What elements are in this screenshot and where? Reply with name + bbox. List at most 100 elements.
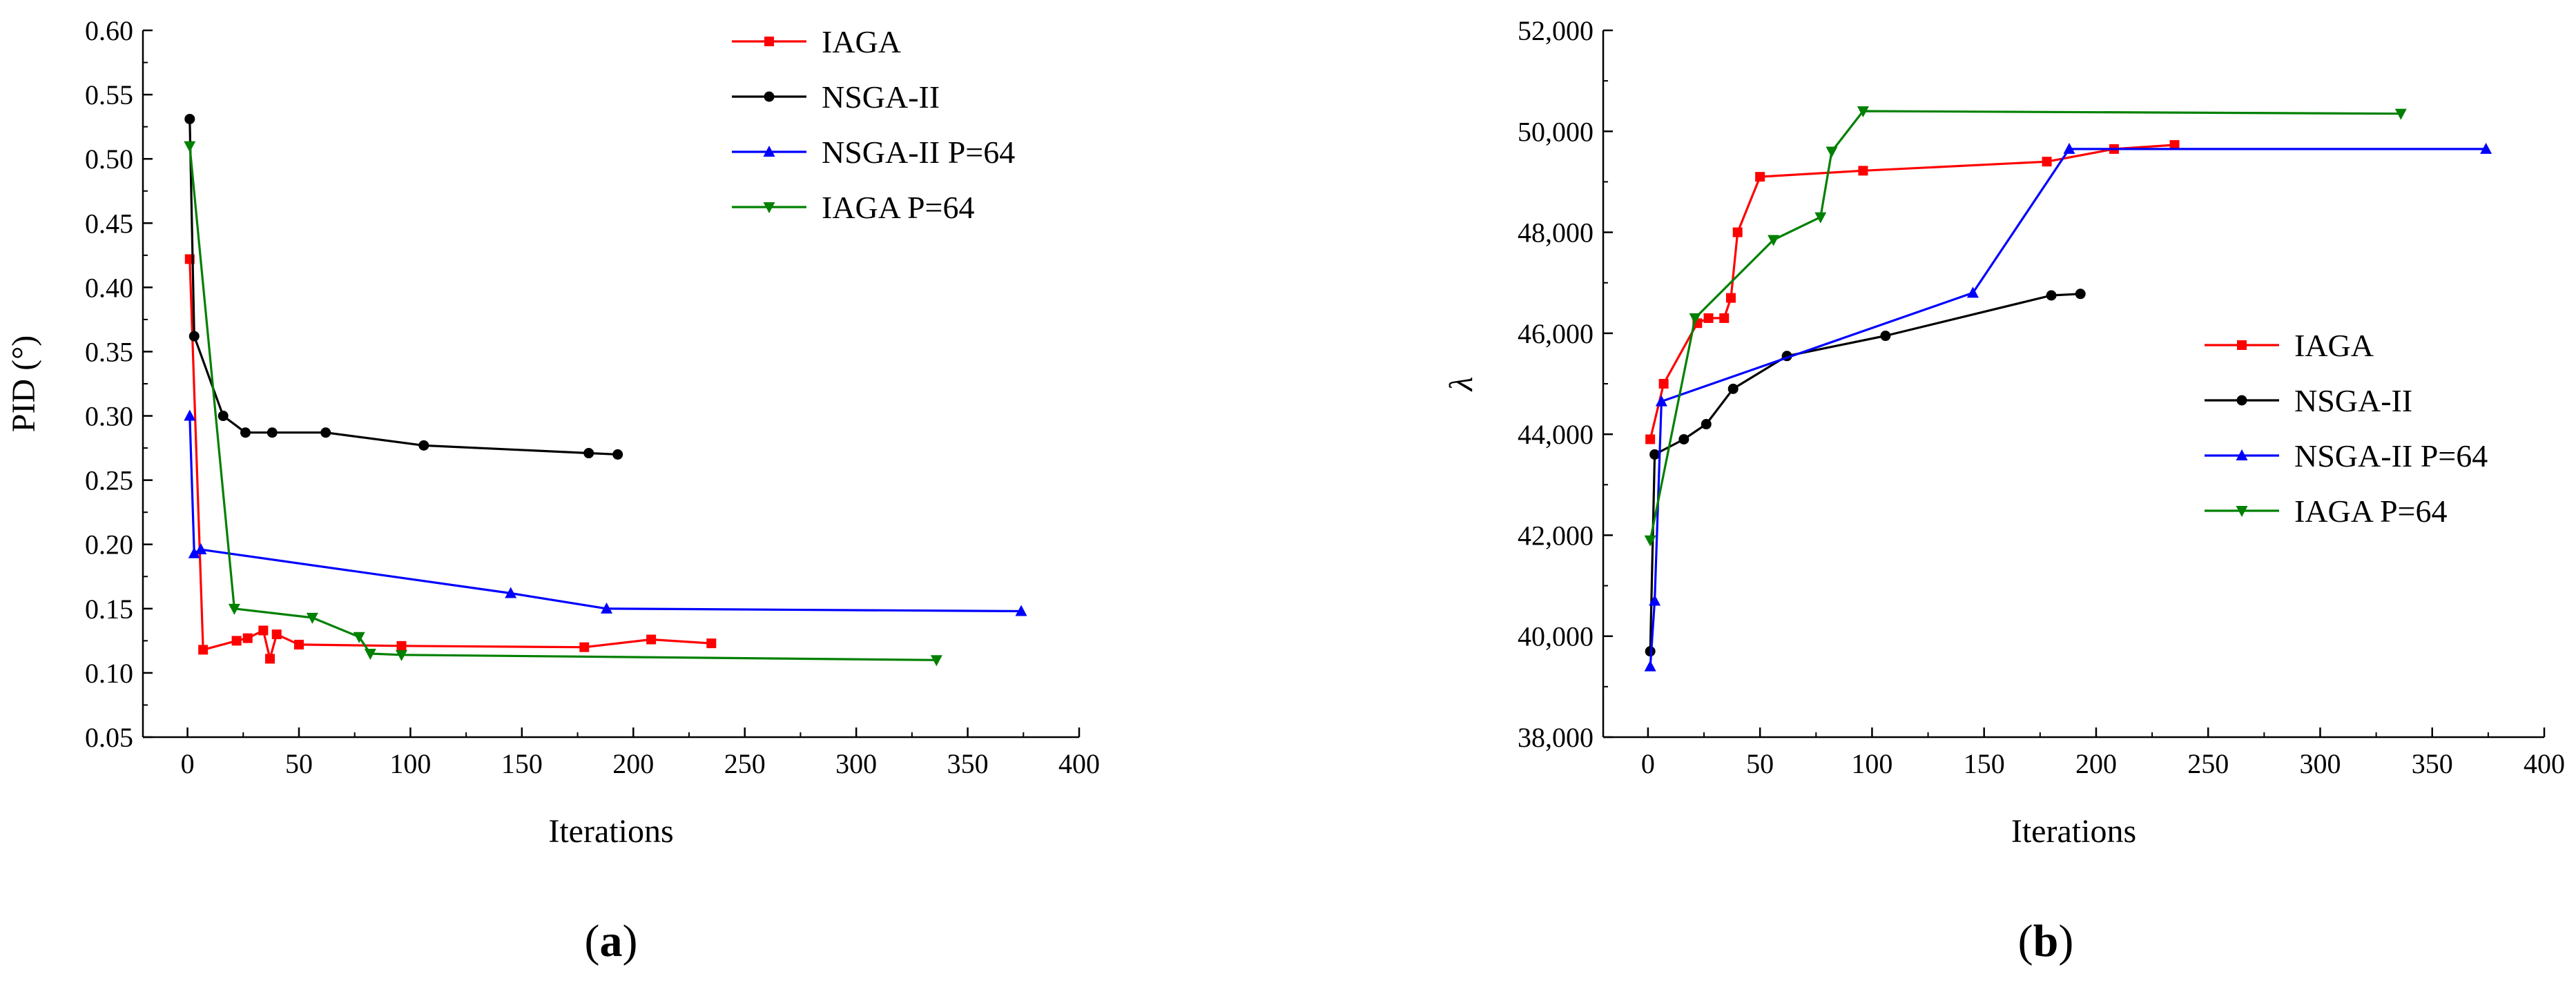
y-tick-label: 0.10 bbox=[85, 658, 133, 689]
data-point bbox=[184, 113, 195, 124]
data-point bbox=[2042, 157, 2052, 167]
data-point bbox=[2169, 140, 2180, 150]
panel-b-chart: 0 50 100 150 200 250 300 350 400 38,000 40,000 42,0… bbox=[1443, 15, 2565, 966]
data-point bbox=[1966, 286, 1979, 298]
legend-marker bbox=[2236, 449, 2248, 460]
data-point bbox=[271, 629, 282, 640]
y-tick-label: 0.15 bbox=[85, 594, 133, 625]
y-tick-label: 50,000 bbox=[1518, 116, 1594, 147]
data-point bbox=[195, 543, 207, 555]
series-line-nsga-ii-p-64 bbox=[1649, 148, 2486, 667]
data-point bbox=[2075, 289, 2086, 300]
data-point bbox=[583, 448, 594, 459]
x-tick-label: 150 bbox=[501, 748, 543, 779]
data-point bbox=[1755, 172, 1765, 182]
legend: IAGA NSGA-II NSGA-II P=64 IAGA P=64 bbox=[732, 24, 1015, 225]
legend-item-iaga-p-64: IAGA P=64 bbox=[732, 190, 974, 225]
x-axis-title: Iterations bbox=[2011, 813, 2136, 850]
y-axis-title: PID (°) bbox=[6, 335, 42, 433]
legend-marker bbox=[2237, 340, 2247, 350]
y-tick-label: 38,000 bbox=[1518, 722, 1594, 753]
y-tick-label: 0.25 bbox=[85, 465, 133, 496]
data-point bbox=[228, 603, 240, 615]
y-tick-label: 0.30 bbox=[85, 401, 133, 432]
y-tick-label: 48,000 bbox=[1518, 217, 1594, 248]
x-tick-label: 400 bbox=[2524, 748, 2565, 779]
series-iaga-p-64 bbox=[184, 141, 942, 667]
data-point bbox=[1689, 313, 1701, 324]
y-axis-title: λ bbox=[1443, 377, 1480, 393]
x-tick-label: 100 bbox=[389, 748, 431, 779]
data-point bbox=[2394, 108, 2407, 120]
series-nsga-ii-p-64 bbox=[1644, 142, 2492, 672]
legend-item-nsga-ii: NSGA-II bbox=[732, 79, 940, 115]
panel-label-open: ( bbox=[2018, 916, 2033, 966]
y-tick-label: 0.60 bbox=[85, 15, 133, 46]
data-point bbox=[353, 632, 365, 643]
panel-label-close: ) bbox=[2058, 916, 2073, 966]
y-tick-label: 0.40 bbox=[85, 272, 133, 303]
data-point bbox=[1015, 605, 1027, 616]
data-point bbox=[188, 331, 200, 342]
data-point bbox=[1658, 379, 1669, 389]
legend-label: IAGA bbox=[2294, 328, 2374, 363]
y-tick-label: 40,000 bbox=[1518, 621, 1594, 652]
x-tick-label: 350 bbox=[947, 748, 989, 779]
series-nsga-ii bbox=[1645, 289, 2086, 657]
legend-label: NSGA-II P=64 bbox=[822, 135, 1015, 170]
legend: IAGA NSGA-II NSGA-II P=64 IAGA P=64 bbox=[2205, 328, 2488, 529]
legend-marker bbox=[763, 146, 775, 157]
legend-label: IAGA P=64 bbox=[822, 190, 974, 225]
x-tick-label: 150 bbox=[1964, 748, 2005, 779]
x-tick-label: 250 bbox=[2187, 748, 2229, 779]
x-tick-label: 250 bbox=[724, 748, 766, 779]
data-point bbox=[706, 638, 717, 649]
legend-marker bbox=[2236, 395, 2247, 406]
data-point bbox=[2063, 142, 2075, 154]
x-tick-label: 300 bbox=[2299, 748, 2341, 779]
legend-marker bbox=[764, 37, 774, 46]
data-point bbox=[184, 409, 196, 421]
data-point bbox=[1703, 313, 1714, 323]
data-point bbox=[601, 602, 613, 614]
data-point bbox=[184, 141, 196, 153]
data-point bbox=[1719, 313, 1730, 323]
y-tick-label: 42,000 bbox=[1518, 520, 1594, 551]
data-point bbox=[930, 655, 942, 667]
x-tick-label: 50 bbox=[285, 748, 313, 779]
legend-item-nsga-ii-p-64: NSGA-II P=64 bbox=[2205, 438, 2488, 473]
y-tick-label: 44,000 bbox=[1518, 419, 1594, 450]
data-point bbox=[217, 411, 229, 422]
data-point bbox=[396, 649, 408, 661]
y-tick-label: 0.05 bbox=[85, 722, 133, 753]
legend-item-iaga-p-64: IAGA P=64 bbox=[2205, 494, 2447, 529]
data-point bbox=[1814, 212, 1827, 224]
y-tick-label: 46,000 bbox=[1518, 318, 1594, 349]
series-iaga bbox=[184, 254, 717, 664]
legend-label: NSGA-II P=64 bbox=[2294, 438, 2488, 473]
series-nsga-ii-p-64 bbox=[184, 409, 1027, 616]
data-point bbox=[1701, 419, 1712, 430]
data-point bbox=[1725, 293, 1736, 303]
data-point bbox=[188, 547, 200, 558]
series-line-nsga-ii bbox=[1649, 293, 2081, 652]
data-point bbox=[198, 645, 209, 655]
x-tick-label: 200 bbox=[612, 748, 654, 779]
data-point bbox=[505, 587, 517, 598]
x-tick-label: 0 bbox=[1641, 748, 1655, 779]
data-point bbox=[258, 625, 269, 636]
legend-marker bbox=[2236, 506, 2248, 517]
x-tick-label: 200 bbox=[2075, 748, 2117, 779]
legend-marker bbox=[763, 202, 775, 213]
data-point bbox=[231, 636, 242, 646]
x-tick-label: 0 bbox=[181, 748, 195, 779]
panel-label-open: ( bbox=[585, 916, 600, 966]
data-point bbox=[646, 634, 657, 645]
data-point bbox=[320, 427, 331, 438]
panel-label: (b) bbox=[2018, 916, 2074, 966]
data-point bbox=[418, 440, 429, 451]
series-line-nsga-ii-p-64 bbox=[188, 416, 1022, 613]
data-point bbox=[579, 642, 590, 652]
x-tick-label: 350 bbox=[2412, 748, 2453, 779]
series-iaga-p-64 bbox=[1644, 106, 2407, 547]
